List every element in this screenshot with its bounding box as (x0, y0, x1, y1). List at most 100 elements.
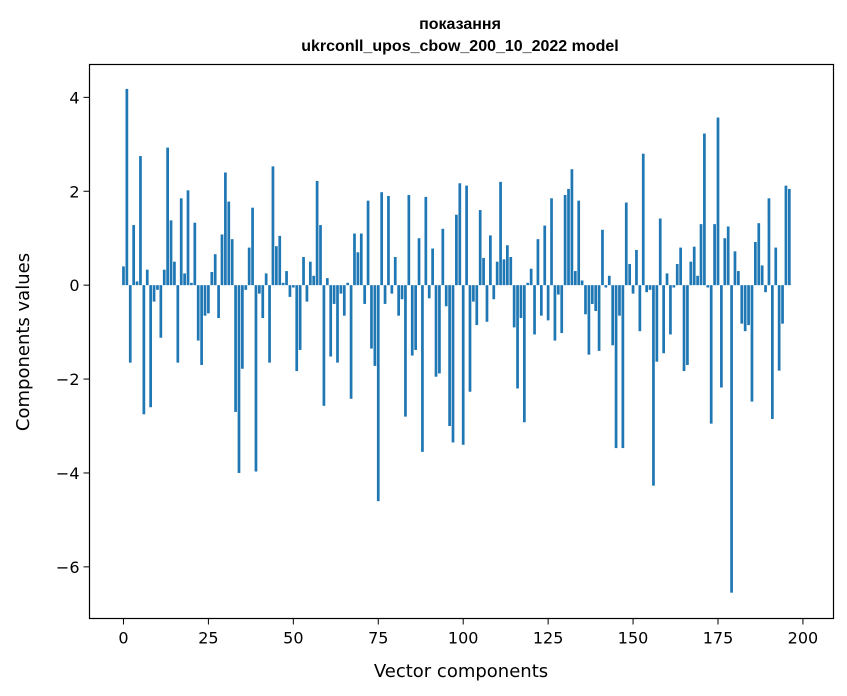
bar-71 (363, 285, 367, 304)
bar-126 (550, 198, 553, 286)
bar-11 (159, 285, 163, 338)
plot-frame (88, 63, 835, 620)
bar-155 (648, 285, 652, 290)
chart-title-line-2: ukrconll_upos_cbow_200_10_2022 model (301, 38, 618, 55)
bar-119 (526, 282, 530, 286)
bar-83 (404, 285, 407, 417)
bar-16 (176, 285, 180, 363)
bar-35 (241, 285, 244, 369)
bar-63 (336, 285, 339, 363)
bar-170 (699, 224, 703, 286)
bar-130 (563, 195, 567, 286)
bar-138 (590, 285, 594, 304)
bar-60 (325, 278, 329, 286)
bar-59 (322, 285, 326, 406)
bar-102 (468, 285, 472, 392)
bar-114 (509, 256, 513, 286)
x-tick-label: 200 (788, 629, 819, 648)
y-tick-label: −6 (56, 558, 80, 577)
x-tick-label: 25 (198, 629, 218, 648)
bar-139 (594, 285, 598, 311)
bar-113 (506, 245, 509, 286)
bar-179 (730, 285, 733, 593)
bar-47 (281, 282, 285, 286)
bar-5 (139, 156, 142, 286)
bar-8 (149, 285, 153, 408)
bar-188 (760, 265, 764, 286)
bar-66 (346, 282, 350, 286)
bar-81 (397, 285, 401, 316)
bar-175 (716, 117, 720, 286)
bar-190 (767, 198, 771, 286)
bar-136 (584, 285, 587, 315)
bar-158 (658, 218, 662, 286)
bar-39 (254, 285, 258, 472)
bar-67 (349, 285, 353, 399)
x-tick-label: 100 (448, 629, 479, 648)
bar-123 (539, 285, 543, 316)
bar-12 (162, 269, 166, 286)
bar-85 (410, 285, 414, 356)
bar-192 (774, 247, 778, 286)
bar-57 (315, 180, 319, 286)
bar-9 (152, 285, 156, 302)
bar-73 (370, 285, 373, 349)
bar-21 (193, 222, 197, 286)
bar-135 (580, 280, 584, 286)
bar-80 (393, 256, 397, 286)
bar-101 (465, 185, 468, 286)
bar-1 (125, 88, 129, 286)
bar-64 (339, 285, 343, 294)
bar-95 (444, 285, 448, 307)
y-axis-label: Components values (13, 253, 34, 431)
bar-181 (737, 271, 740, 286)
bar-20 (190, 282, 193, 286)
bar-22 (196, 285, 200, 341)
bar-172 (706, 285, 710, 288)
bar-173 (709, 285, 713, 424)
bar-56 (312, 275, 316, 286)
bar-134 (577, 200, 581, 286)
bar-25 (207, 285, 210, 314)
bar-86 (414, 285, 417, 350)
bar-93 (438, 285, 441, 374)
bar-31 (227, 201, 231, 286)
bar-28 (217, 285, 220, 319)
bar-187 (757, 223, 761, 286)
bar-94 (441, 228, 445, 286)
bar-65 (342, 285, 346, 316)
bar-7 (145, 269, 149, 286)
bar-107 (485, 285, 489, 322)
bar-108 (489, 235, 492, 286)
bar-115 (512, 285, 516, 328)
bar-0 (122, 266, 125, 286)
bar-32 (230, 239, 234, 286)
bar-70 (359, 233, 363, 286)
bar-185 (750, 285, 754, 402)
bar-111 (499, 181, 502, 286)
chart-title-line-1: показання (419, 16, 501, 33)
bar-159 (662, 285, 665, 354)
bar-168 (692, 246, 696, 286)
bar-116 (516, 285, 519, 389)
bar-45 (274, 246, 278, 286)
bar-153 (641, 153, 645, 286)
bars (122, 88, 791, 593)
bar-44 (271, 166, 275, 286)
bar-61 (329, 285, 333, 357)
y-tick-label: 4 (69, 88, 79, 107)
bar-62 (332, 285, 336, 304)
bar-193 (777, 285, 781, 371)
bar-118 (522, 285, 526, 423)
bar-133 (573, 271, 577, 286)
bar-89 (424, 196, 428, 286)
bar-144 (611, 285, 615, 346)
bar-26 (210, 272, 214, 286)
x-tick-label: 175 (703, 629, 734, 648)
y-tick-label: −4 (56, 464, 80, 483)
bar-140 (597, 285, 601, 351)
bar-189 (764, 285, 767, 293)
bar-191 (770, 285, 774, 419)
bar-3 (132, 225, 136, 286)
bar-150 (631, 285, 635, 294)
